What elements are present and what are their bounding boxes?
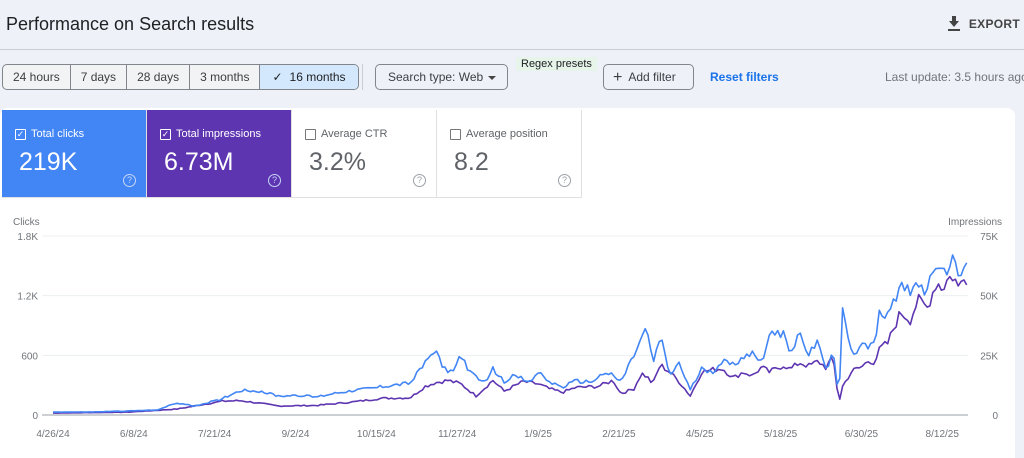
metric-card-average-ctr[interactable]: Average CTR 3.2% ? (292, 110, 437, 198)
page-header: Performance on Search results EXPORT (0, 0, 1024, 50)
metric-value: 219K (19, 148, 78, 176)
caret-down-icon (488, 76, 496, 80)
add-filter-button[interactable]: + Add filter (603, 64, 694, 90)
metric-label: Average CTR (321, 128, 388, 140)
metric-card-total-impressions[interactable]: ✓ Total impressions 6.73M ? (147, 110, 292, 198)
export-label: EXPORT (968, 16, 1020, 31)
help-icon[interactable]: ? (558, 174, 571, 187)
help-icon[interactable]: ? (413, 174, 426, 187)
checkbox-checked-icon[interactable]: ✓ (160, 128, 171, 140)
help-icon[interactable]: ? (268, 174, 281, 187)
range-3-months[interactable]: 3 months (190, 65, 261, 89)
metric-card-average-position[interactable]: Average position 8.2 ? (437, 110, 582, 198)
metric-card-total-clicks[interactable]: ✓ Total clicks 219K ? (2, 110, 147, 198)
add-filter-label: Add filter (628, 70, 676, 84)
regex-presets-label[interactable]: Regex presets (516, 57, 597, 71)
check-icon: ✓ (272, 70, 283, 84)
download-icon (947, 16, 960, 31)
page-title: Performance on Search results (6, 14, 255, 34)
date-range-selector: 24 hours 7 days 28 days 3 months ✓ 16 mon… (2, 64, 359, 90)
checkbox-unchecked-icon[interactable] (305, 128, 316, 140)
export-button[interactable]: EXPORT (947, 16, 1020, 31)
range-28-days[interactable]: 28 days (127, 65, 191, 89)
plus-icon: + (613, 69, 623, 86)
metric-value: 3.2% (309, 148, 366, 176)
search-type-label: Search type: Web (388, 70, 484, 84)
help-icon[interactable]: ? (123, 174, 136, 187)
checkbox-unchecked-icon[interactable] (450, 128, 461, 140)
range-7-days[interactable]: 7 days (71, 65, 128, 89)
range-24-hours[interactable]: 24 hours (3, 65, 71, 89)
reset-filters-link[interactable]: Reset filters (710, 70, 779, 84)
checkbox-checked-icon[interactable]: ✓ (15, 128, 26, 140)
last-update-text: Last update: 3.5 hours ago (885, 70, 1024, 84)
metric-value: 6.73M (164, 148, 234, 176)
divider (362, 64, 363, 90)
range-16-months[interactable]: ✓ 16 months (260, 65, 358, 89)
metric-label: Total impressions (176, 128, 261, 140)
search-type-dropdown[interactable]: Search type: Web (375, 64, 508, 90)
metric-cards: ✓ Total clicks 219K ? ✓ Total impressions … (2, 110, 582, 198)
metric-value: 8.2 (454, 148, 489, 176)
range-label: 16 months (289, 70, 346, 84)
metric-label: Average position (466, 128, 548, 140)
metric-label: Total clicks (31, 128, 85, 140)
